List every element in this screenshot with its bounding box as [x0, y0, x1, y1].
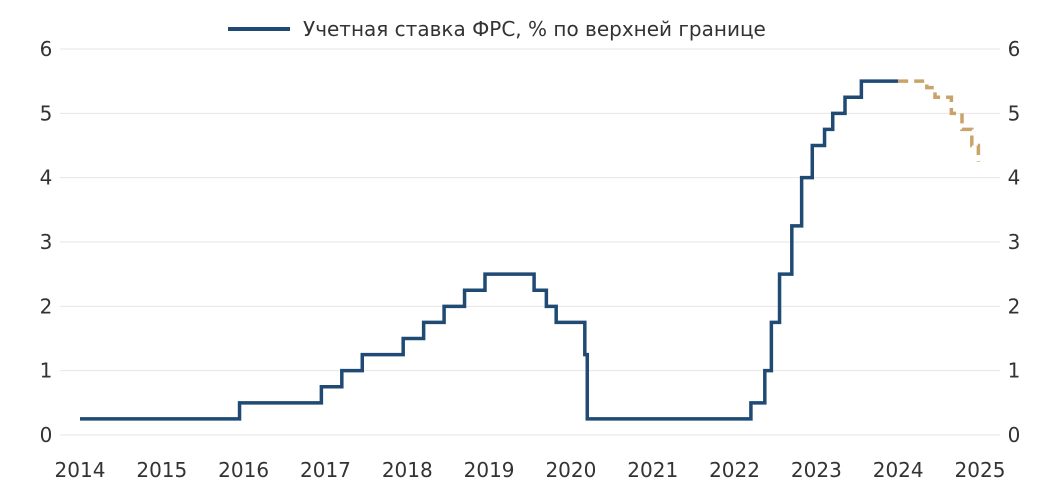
y-tick-right-6: 6 — [1008, 37, 1021, 61]
series-line-0 — [80, 79, 899, 421]
y-tick-right-0: 0 — [1008, 423, 1021, 447]
y-tick-left-2: 2 — [40, 294, 53, 318]
series-lines — [80, 79, 981, 421]
gridlines — [60, 48, 1000, 436]
x-tick-2023: 2023 — [791, 458, 842, 482]
y-tick-right-2: 2 — [1008, 294, 1021, 318]
x-tick-2025: 2025 — [955, 458, 1006, 482]
y-axis-left: 0 1 2 3 4 5 6 — [40, 37, 53, 447]
legend: Учетная ставка ФРС, % по верхней границе — [228, 17, 766, 41]
x-tick-2021: 2021 — [627, 458, 678, 482]
x-tick-2018: 2018 — [382, 458, 433, 482]
y-tick-left-0: 0 — [40, 423, 53, 447]
x-axis: 2014 2015 2016 2017 2018 2019 2020 2021 2022 2023… — [55, 458, 1006, 482]
y-axis-right: 0 1 2 3 4 5 6 — [1008, 37, 1021, 447]
series-line-1 — [898, 79, 981, 162]
x-tick-2017: 2017 — [300, 458, 351, 482]
y-tick-right-4: 4 — [1008, 166, 1021, 190]
y-tick-right-5: 5 — [1008, 101, 1021, 125]
y-tick-left-3: 3 — [40, 230, 53, 254]
x-tick-2019: 2019 — [464, 458, 515, 482]
x-tick-2024: 2024 — [873, 458, 924, 482]
x-tick-2022: 2022 — [709, 458, 760, 482]
x-tick-2014: 2014 — [55, 458, 106, 482]
y-tick-right-1: 1 — [1008, 359, 1021, 383]
legend-label-fed-rate: Учетная ставка ФРС, % по верхней границе — [303, 17, 766, 41]
x-tick-2015: 2015 — [136, 458, 187, 482]
y-tick-left-1: 1 — [40, 359, 53, 383]
x-tick-2020: 2020 — [545, 458, 596, 482]
y-tick-left-4: 4 — [40, 166, 53, 190]
y-tick-right-3: 3 — [1008, 230, 1021, 254]
y-tick-left-5: 5 — [40, 101, 53, 125]
y-tick-left-6: 6 — [40, 37, 53, 61]
x-tick-2016: 2016 — [218, 458, 269, 482]
